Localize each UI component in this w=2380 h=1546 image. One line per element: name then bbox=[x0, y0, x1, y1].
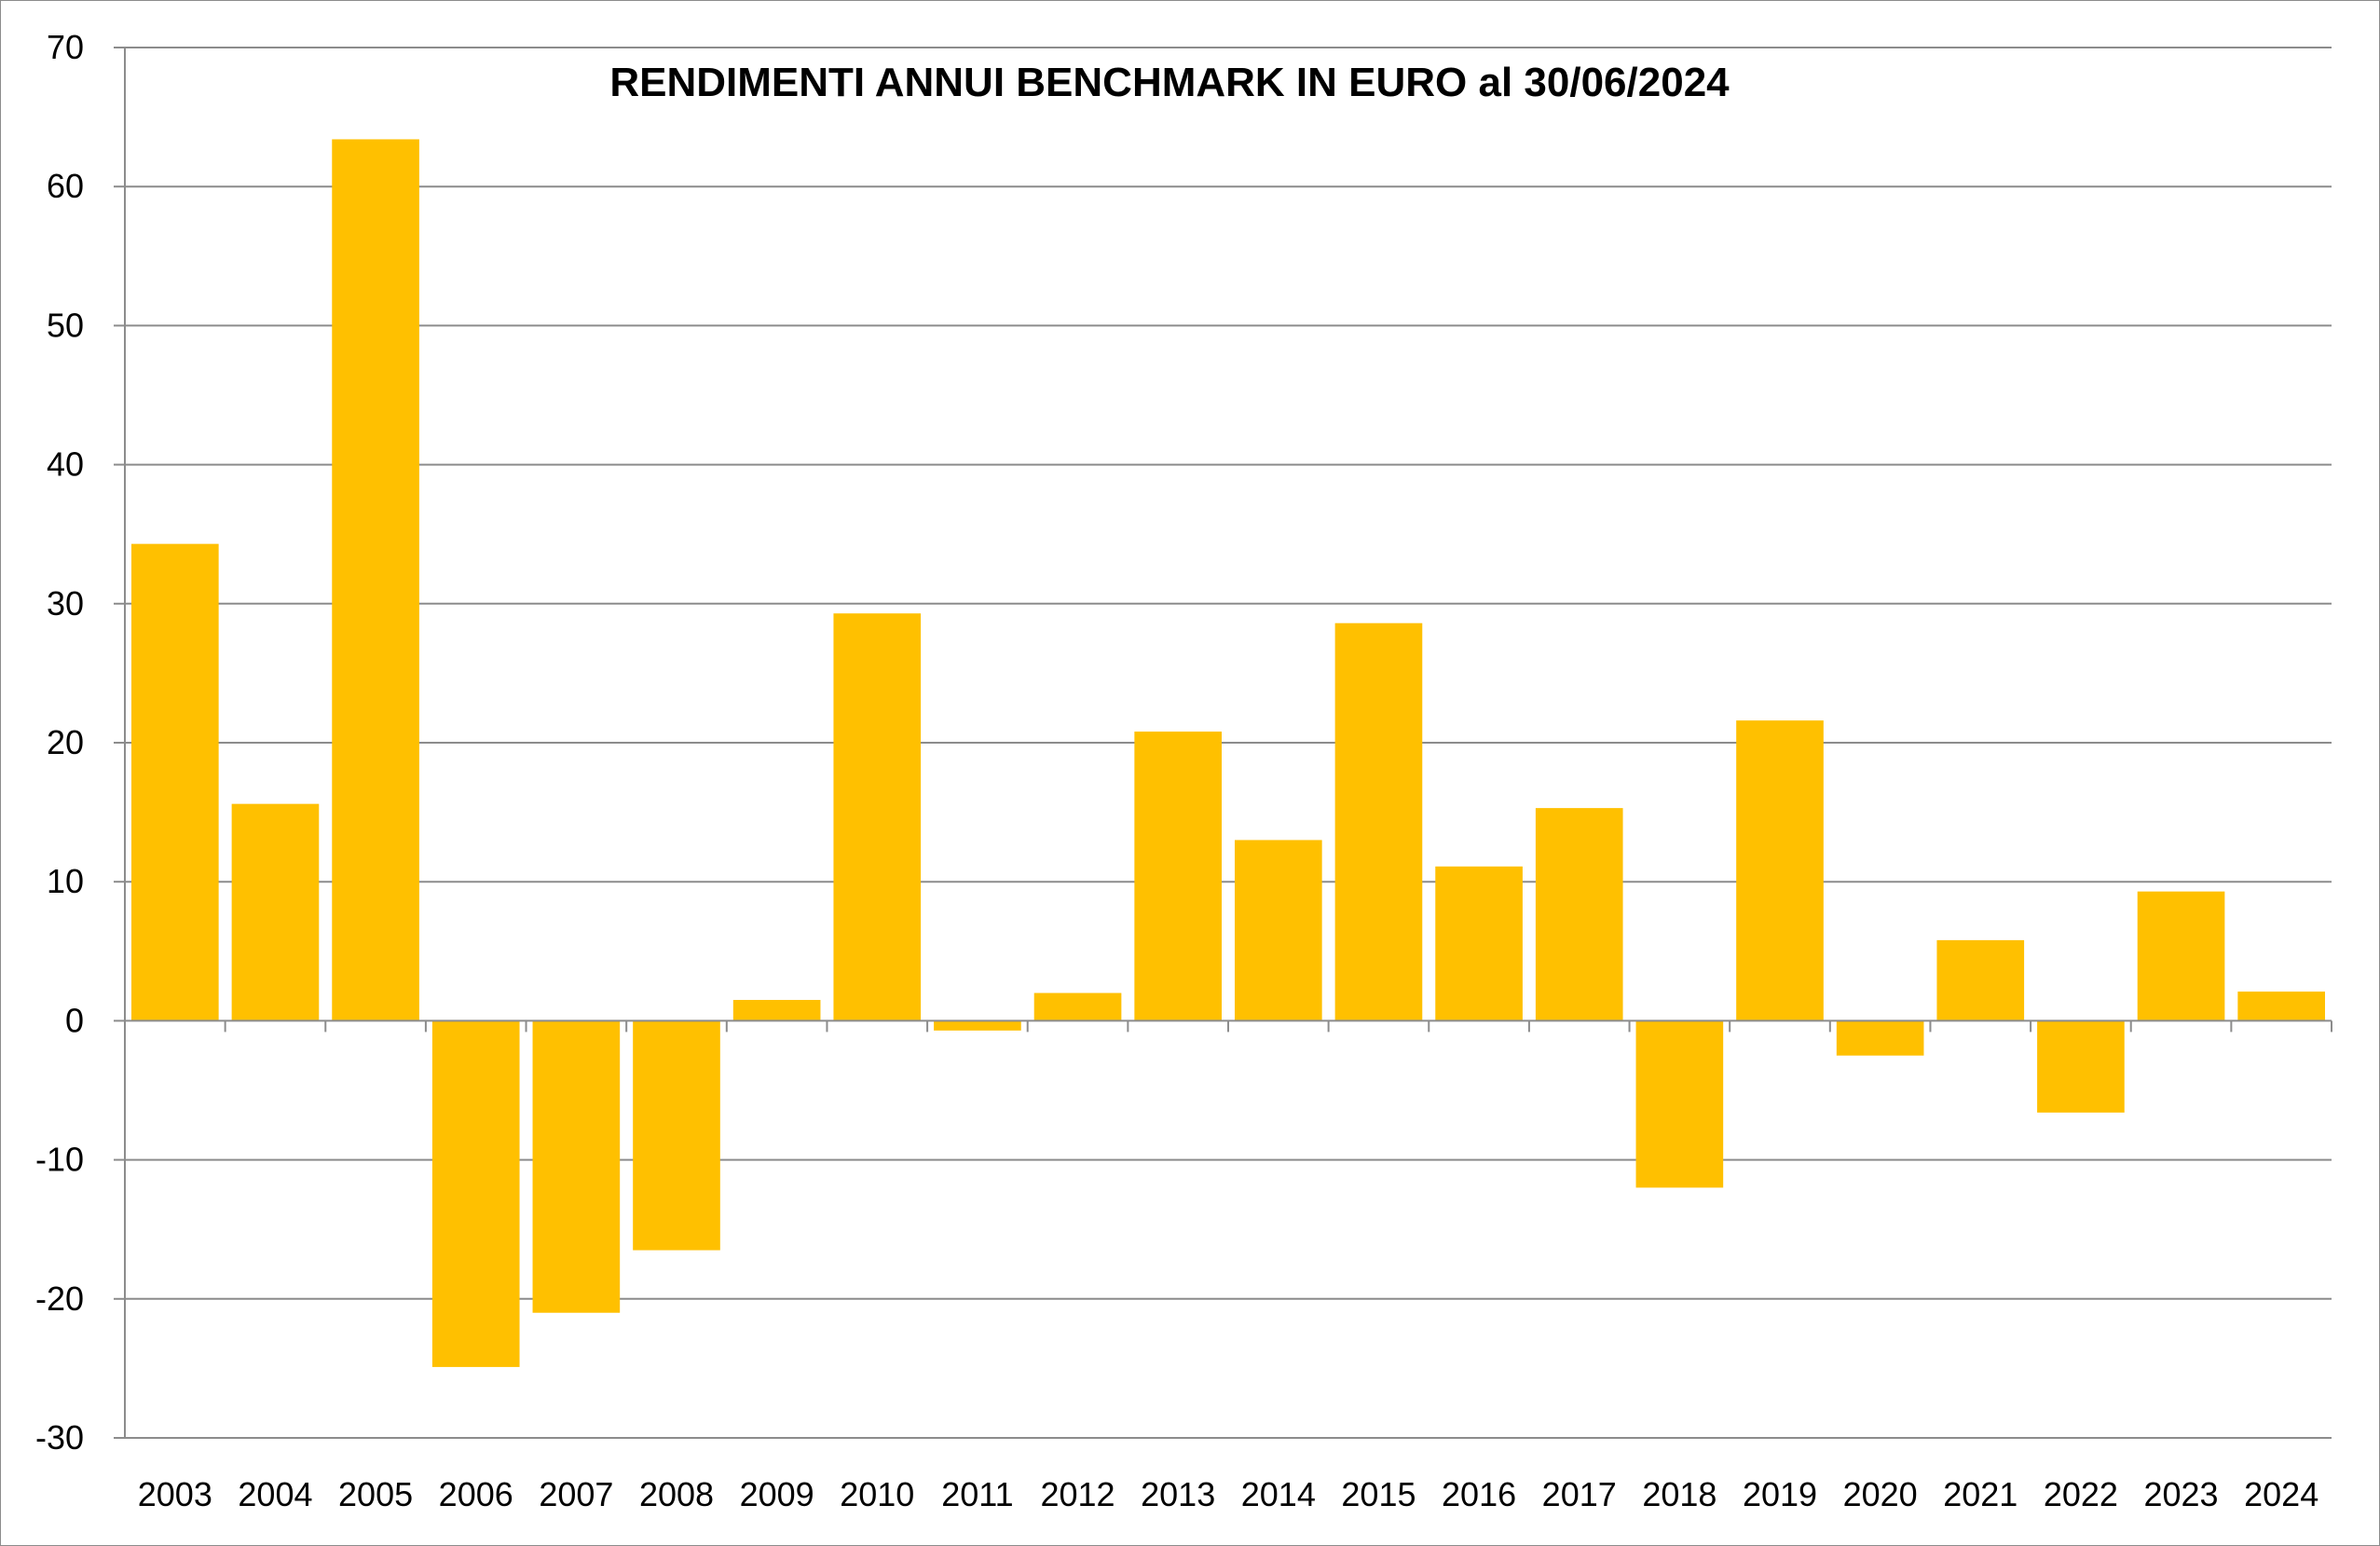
y-tick-label: 70 bbox=[47, 28, 84, 66]
bar-2024 bbox=[2237, 992, 2326, 1021]
y-tick-label: 10 bbox=[47, 862, 84, 900]
x-tick-label: 2005 bbox=[338, 1475, 413, 1513]
bar-2017 bbox=[1535, 808, 1623, 1021]
x-tick-label: 2024 bbox=[2244, 1475, 2318, 1513]
y-tick-label: 40 bbox=[47, 445, 84, 484]
bar-2010 bbox=[833, 613, 922, 1021]
bar-2008 bbox=[633, 1020, 720, 1251]
x-tick-label: 2003 bbox=[138, 1475, 212, 1513]
x-tick-label: 2012 bbox=[1040, 1475, 1115, 1513]
bar-2019 bbox=[1736, 720, 1824, 1021]
x-tick-label: 2009 bbox=[740, 1475, 814, 1513]
x-tick-label: 2019 bbox=[1743, 1475, 1817, 1513]
x-tick-label: 2021 bbox=[1943, 1475, 2018, 1513]
x-tick-label: 2004 bbox=[238, 1475, 312, 1513]
bar-2004 bbox=[231, 803, 320, 1021]
y-tick-label: -30 bbox=[35, 1418, 84, 1457]
y-tick-label: -20 bbox=[35, 1279, 84, 1318]
x-tick-label: 2022 bbox=[2044, 1475, 2118, 1513]
bar-2022 bbox=[2037, 1020, 2125, 1113]
bar-2012 bbox=[1033, 992, 1122, 1021]
bar-2013 bbox=[1134, 732, 1223, 1021]
bar-2016 bbox=[1435, 866, 1523, 1021]
y-tick-labels: 70 60 50 40 30 20 10 0 -10 -20 -30 bbox=[35, 28, 84, 1457]
x-tick-label: 2007 bbox=[539, 1475, 613, 1513]
x-tick-label: 2008 bbox=[639, 1475, 714, 1513]
x-tick-label: 2018 bbox=[1642, 1475, 1717, 1513]
bar-2011 bbox=[934, 1020, 1021, 1031]
bars bbox=[130, 139, 2326, 1367]
y-tick-label: 60 bbox=[47, 167, 84, 205]
x-tick-label: 2013 bbox=[1141, 1475, 1215, 1513]
y-tick-label: 50 bbox=[47, 306, 84, 344]
bar-2003 bbox=[130, 543, 219, 1021]
x-tick-label: 2006 bbox=[439, 1475, 513, 1513]
bar-2006 bbox=[431, 1020, 520, 1367]
x-tick-label: 2014 bbox=[1241, 1475, 1316, 1513]
x-tick-label: 2011 bbox=[941, 1475, 1013, 1513]
bar-2023 bbox=[2137, 891, 2225, 1021]
x-tick-labels: 2003 2004 2005 2006 2007 2008 2009 2010 2011 2012… bbox=[138, 1475, 2318, 1513]
bar-2007 bbox=[532, 1020, 621, 1313]
y-tick-label: 20 bbox=[47, 723, 84, 761]
bar-2009 bbox=[732, 1000, 821, 1021]
axes bbox=[114, 47, 2332, 1439]
x-tick-label: 2010 bbox=[840, 1475, 914, 1513]
bar-2015 bbox=[1334, 623, 1423, 1021]
chart-title: RENDIMENTI ANNUI BENCHMARK IN EURO al 30… bbox=[609, 60, 1730, 105]
bar-2014 bbox=[1234, 840, 1322, 1021]
bar-2005 bbox=[332, 139, 419, 1021]
x-tick-label: 2020 bbox=[1843, 1475, 1918, 1513]
y-tick-label: -10 bbox=[35, 1141, 84, 1179]
x-tick-label: 2016 bbox=[1442, 1475, 1516, 1513]
y-tick-label: 0 bbox=[65, 1001, 84, 1039]
bar-2018 bbox=[1635, 1020, 1724, 1188]
x-tick-label: 2017 bbox=[1542, 1475, 1617, 1513]
x-tick-label: 2023 bbox=[2143, 1475, 2218, 1513]
x-tick-label: 2015 bbox=[1341, 1475, 1416, 1513]
bar-2020 bbox=[1836, 1020, 1924, 1056]
y-tick-label: 30 bbox=[47, 584, 84, 623]
bar-2021 bbox=[1936, 939, 2025, 1021]
